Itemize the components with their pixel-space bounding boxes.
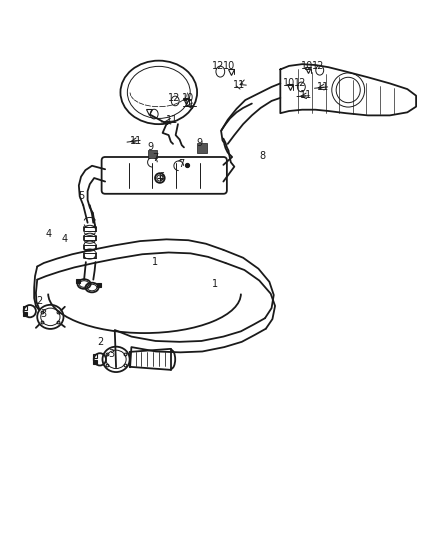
Text: 10: 10 (223, 61, 236, 71)
Text: 2: 2 (36, 296, 42, 305)
Text: 11: 11 (317, 82, 329, 92)
FancyBboxPatch shape (197, 143, 207, 152)
Text: 9: 9 (196, 138, 202, 148)
Text: 1: 1 (152, 257, 159, 267)
Text: 2: 2 (98, 337, 104, 347)
Text: 4: 4 (62, 235, 68, 244)
Text: 10: 10 (283, 78, 295, 88)
Text: 5: 5 (78, 190, 84, 200)
Text: 11: 11 (183, 100, 195, 109)
Text: 10: 10 (300, 61, 313, 71)
Text: 12: 12 (312, 61, 324, 71)
Text: 12: 12 (294, 78, 307, 88)
Text: 3: 3 (41, 309, 47, 319)
Text: 10: 10 (182, 93, 194, 103)
Text: 8: 8 (260, 151, 266, 161)
Text: 6: 6 (158, 172, 164, 182)
Text: 11: 11 (300, 90, 312, 100)
Text: 11: 11 (233, 80, 245, 90)
Text: 1: 1 (212, 279, 218, 289)
Text: 4: 4 (45, 229, 51, 239)
Text: 12: 12 (168, 93, 180, 103)
Text: 11: 11 (130, 136, 142, 146)
Text: 7: 7 (179, 159, 185, 168)
Text: 11: 11 (166, 115, 178, 125)
FancyBboxPatch shape (148, 150, 157, 158)
Text: 7: 7 (152, 154, 159, 163)
Text: 12: 12 (212, 61, 224, 71)
Text: 9: 9 (147, 142, 153, 152)
Text: 3: 3 (109, 349, 115, 359)
